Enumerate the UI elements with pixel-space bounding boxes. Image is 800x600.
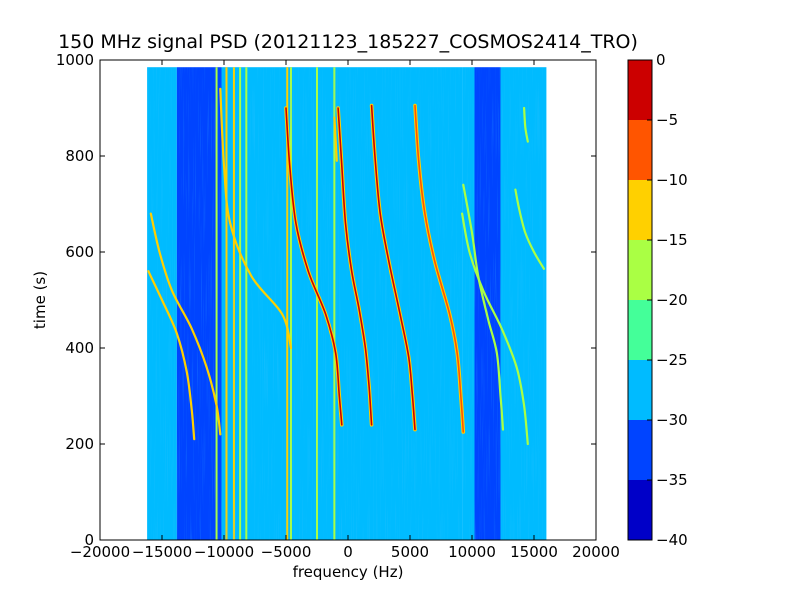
colorbar-level-1 [628,420,652,480]
heatmap-noise-texture [147,67,547,540]
y-tick-label-5: 1000 [56,51,94,69]
x-tick-label-1: −15000 [132,543,192,561]
colorbar-level-4 [628,240,652,300]
colorbar-tick-label-7: −35 [656,471,688,489]
signal-track-3 [414,104,465,433]
y-tick-label-0: 0 [84,531,94,549]
signal-track-2 [285,107,343,426]
x-tick-label-0: −20000 [70,543,130,561]
signal-track-10 [462,183,505,431]
plot-area: −20000 −15000 −10000 −5000 0 5000 10000 15000 20… [56,51,620,561]
colorbar-level-0 [628,480,652,540]
colorbar-tick-label-2: −10 [656,171,688,189]
x-tick-label-2: −10000 [194,543,254,561]
colorbar-level-7 [628,60,652,120]
signal-track-4 [333,116,338,162]
x-tick-label-7: 15000 [510,543,558,561]
colorbar-tick-label-3: −15 [656,231,688,249]
y-axis-label: time (s) [31,271,49,329]
signal-track-7 [147,270,196,441]
colorbar-tick-label-6: −30 [656,411,688,429]
signal-track-0 [337,107,373,426]
colorbar-tick-label-5: −25 [656,351,688,369]
signal-track-6 [149,212,222,436]
signal-tracks [147,87,545,446]
colorbar-level-3 [628,300,652,360]
x-tick-label-4: 0 [343,543,353,561]
colorbar-tick-label-1: −5 [656,111,678,129]
x-tick-label-5: 5000 [391,543,429,561]
x-axis-ticks: −20000 −15000 −10000 −5000 0 5000 10000 15000 20… [70,60,620,561]
y-tick-label-3: 600 [65,243,94,261]
y-tick-label-1: 200 [65,435,94,453]
x-tick-label-8: 20000 [572,543,620,561]
colorbar-tick-label-4: −20 [656,291,688,309]
y-axis-ticks: 0 200 400 600 800 1000 [56,51,596,549]
signal-track-1 [370,104,416,431]
signal-track-8 [461,212,529,446]
colorbar-level-5 [628,180,652,240]
colorbar-level-2 [628,360,652,420]
x-axis-label: frequency (Hz) [293,563,404,581]
signal-track-9 [514,188,545,270]
colorbar-tick-label-0: 0 [656,51,666,69]
signal-track-5 [219,87,293,350]
x-tick-label-3: −5000 [261,543,312,561]
colorbar-level-6 [628,120,652,180]
y-tick-label-2: 400 [65,339,94,357]
chart-title: 150 MHz signal PSD (20121123_185227_COSM… [58,31,638,53]
colorbar-tick-label-8: −40 [656,531,688,549]
signal-track-11 [523,106,529,143]
x-tick-label-6: 10000 [448,543,496,561]
y-tick-label-4: 800 [65,147,94,165]
colorbar: 0 −5 −10 −15 −20 −25 −30 −35 −40 [627,51,688,549]
